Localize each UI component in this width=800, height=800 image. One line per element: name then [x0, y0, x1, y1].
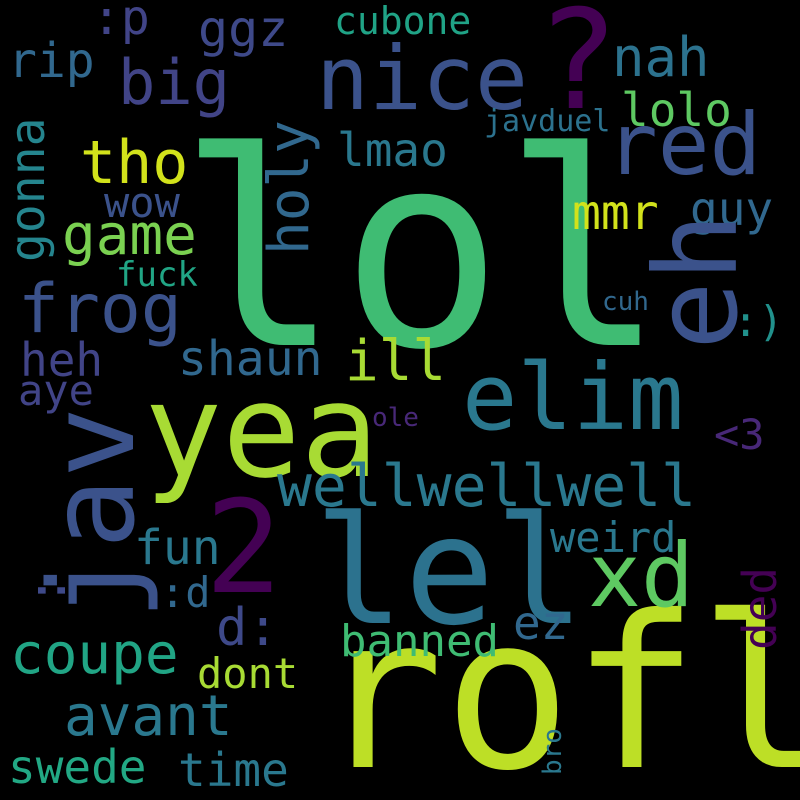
word-heh: heh — [20, 333, 104, 387]
word-dont: dont — [197, 649, 299, 698]
word-question: ? — [536, 0, 620, 141]
word-swede: swede — [8, 740, 147, 794]
word-weird: weird — [550, 513, 677, 562]
word-rofl: rofl — [316, 570, 800, 800]
word-bro: bro — [538, 728, 568, 775]
word-lol: lol — [178, 94, 666, 409]
word-tho: tho — [80, 128, 189, 198]
word-xd: xd — [588, 524, 694, 627]
word-wow: wow — [104, 178, 180, 227]
word-javduel: javduel — [484, 104, 611, 139]
word-banned: banned — [340, 616, 499, 667]
word-time: time — [178, 743, 289, 797]
word-ill: ill — [345, 329, 447, 394]
word-smile: :) — [733, 297, 784, 346]
word-2: 2 — [205, 474, 283, 623]
word-red: red — [606, 95, 762, 195]
word-ggz: ggz — [198, 0, 289, 58]
word-cubone: cubone — [334, 0, 472, 43]
word-gonna: gonna — [0, 117, 56, 263]
word-mmr: mmr — [572, 185, 659, 241]
word-wellwellwell: wellwellwell — [277, 452, 697, 520]
word-nice: nice — [316, 27, 528, 130]
word-ded: ded — [733, 566, 787, 650]
word-holy: holy — [257, 120, 322, 255]
word-lolo: lolo — [621, 83, 732, 137]
word-heart: <3 — [714, 410, 765, 459]
word-coupe: coupe — [10, 622, 179, 687]
word-lel: lel — [314, 485, 585, 659]
word-frog: frog — [18, 270, 182, 349]
word-yea: yea — [144, 355, 379, 507]
word-elim: elim — [462, 344, 684, 451]
word-shaun: shaun — [178, 331, 323, 387]
word-nah: nah — [612, 26, 710, 89]
word-colon-p: :p — [92, 0, 150, 46]
word-guy: guy — [690, 182, 774, 236]
word-aye: aye — [18, 366, 94, 415]
word-colon: : — [18, 574, 78, 606]
word-fun: fun — [134, 520, 221, 576]
word-fuck: fuck — [116, 255, 198, 295]
word-ez: ez — [513, 596, 569, 650]
word-ole: ole — [372, 403, 419, 433]
word-avant: avant — [64, 684, 233, 749]
word-cuh: cuh — [602, 287, 649, 317]
word-big: big — [118, 46, 230, 119]
word-eh: eh — [630, 212, 763, 350]
word-colon-d: :d — [160, 568, 211, 617]
word-rip: rip — [8, 33, 95, 89]
word-game: game — [62, 203, 197, 268]
word-d-colon: d: — [216, 598, 279, 658]
word-lmao: lmao — [337, 123, 448, 177]
